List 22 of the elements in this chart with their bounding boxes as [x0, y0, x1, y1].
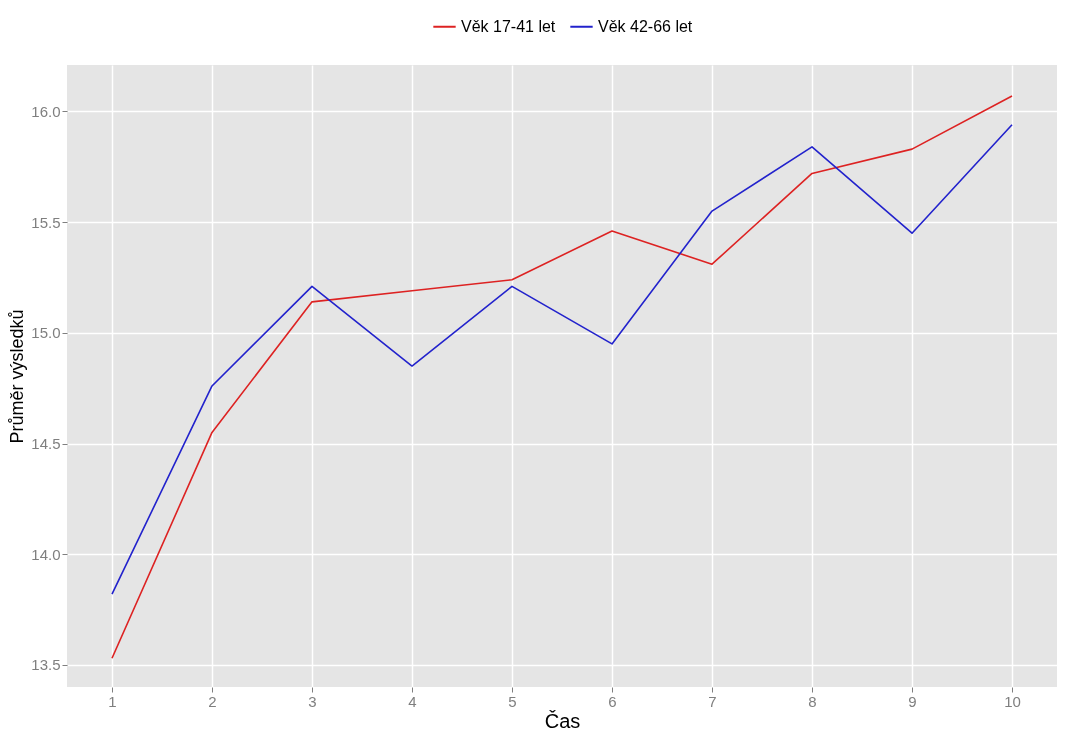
line-series — [111, 95, 1013, 660]
x-tick-label: 7 — [708, 692, 717, 710]
y-axis-title: Průměr výsledků — [7, 309, 28, 444]
line-series — [111, 123, 1013, 595]
x-tick-label: 1 — [108, 692, 117, 710]
x-axis-title: Čas — [544, 709, 581, 732]
y-tick-label: 13.5 — [31, 656, 61, 674]
y-tick-label: 16.0 — [31, 102, 61, 120]
y-tick-label: 15.5 — [31, 213, 61, 231]
y-tick-label: 15.0 — [31, 324, 61, 342]
x-tick-label: 10 — [1004, 692, 1021, 710]
x-tick-label: 8 — [808, 692, 817, 710]
legend-label: Věk 42-66 let — [598, 17, 693, 35]
y-tick-label: 14.5 — [31, 435, 61, 453]
y-tick-label: 14.0 — [31, 545, 61, 563]
x-tick-label: 5 — [508, 692, 517, 710]
x-tick-label: 3 — [308, 692, 317, 710]
x-tick-label: 9 — [908, 692, 917, 710]
x-tick-label: 2 — [208, 692, 217, 710]
x-tick-label: 4 — [408, 692, 417, 710]
legend-label: Věk 17-41 let — [461, 17, 556, 35]
x-tick-label: 6 — [608, 692, 617, 710]
